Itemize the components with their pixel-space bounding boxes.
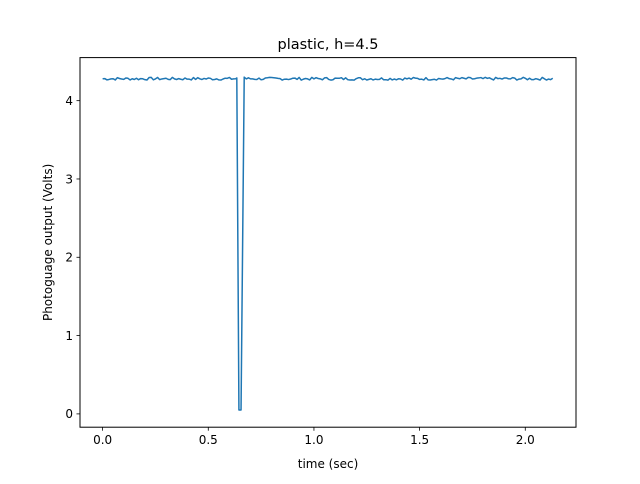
x-axis-ticks: 0.0 0.5 1.0 1.5 2.0 xyxy=(93,427,535,447)
plot-lines xyxy=(102,76,554,411)
x-tick-label: 2.0 xyxy=(516,433,535,447)
series-line xyxy=(102,76,554,411)
x-tick-label: 1.0 xyxy=(304,433,323,447)
x-axis-label: time (sec) xyxy=(298,457,359,471)
y-tick-label: 2 xyxy=(65,251,73,265)
x-tick-label: 0.5 xyxy=(199,433,218,447)
x-tick-label: 0.0 xyxy=(93,433,112,447)
y-tick-label: 4 xyxy=(65,94,73,108)
y-axis-ticks: 0 1 2 3 4 xyxy=(65,94,80,421)
y-tick-label: 1 xyxy=(65,329,73,343)
plot-area-frame xyxy=(79,57,577,428)
chart-title: plastic, h=4.5 xyxy=(278,37,379,53)
y-tick-label: 0 xyxy=(65,407,73,421)
x-tick-label: 1.5 xyxy=(410,433,429,447)
y-tick-label: 3 xyxy=(65,172,73,186)
y-axis-label: Photoguage output (Volts) xyxy=(41,164,55,321)
